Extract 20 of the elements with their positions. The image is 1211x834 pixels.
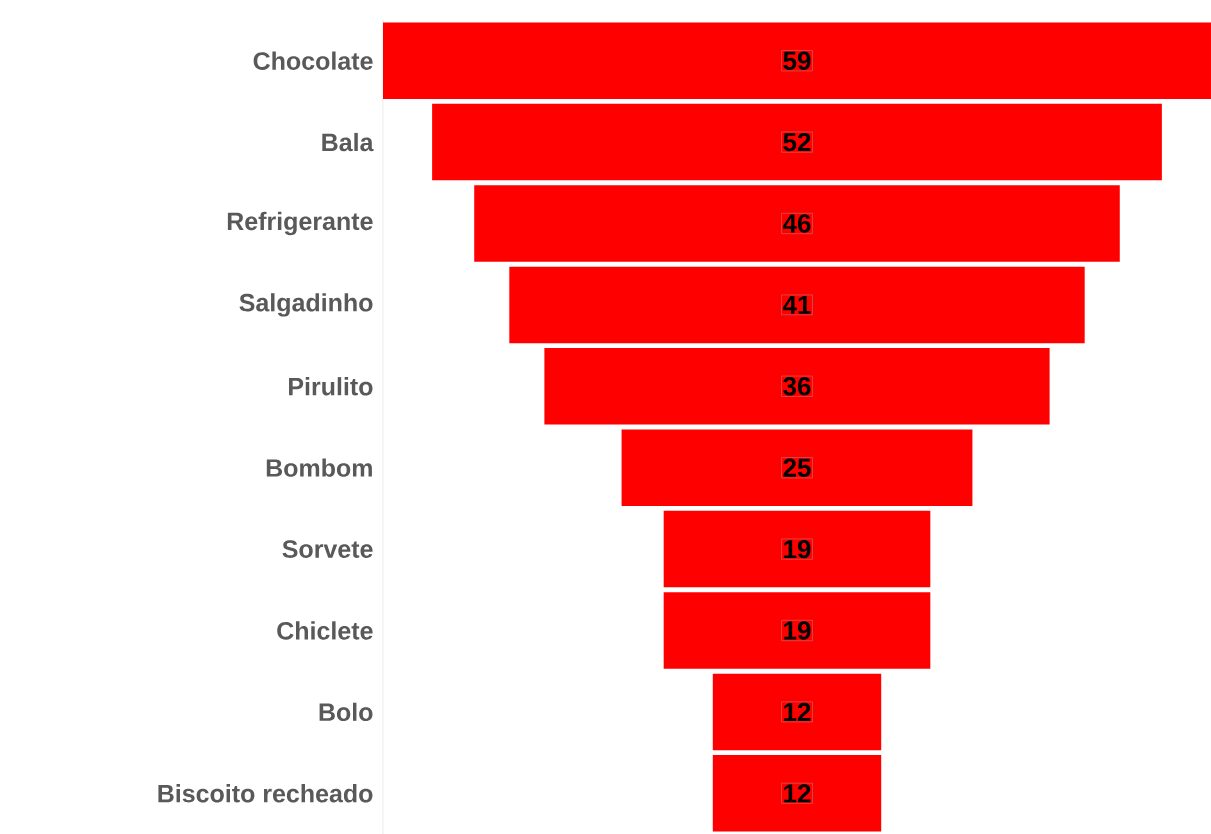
data-label: 52 (783, 132, 811, 152)
data-label: 19 (784, 539, 811, 559)
data-label: 19 (784, 621, 811, 640)
data-label: 36 (783, 377, 811, 396)
data-label: 12 (784, 784, 811, 803)
data-label: 41 (782, 295, 811, 314)
category-label: Bala (322, 132, 374, 152)
category-label: Biscoito recheado (158, 784, 373, 803)
category-label: Chocolate (253, 51, 373, 70)
category-label: Bombom (266, 458, 372, 477)
data-label: 59 (783, 51, 811, 70)
data-label: 25 (783, 458, 811, 477)
category-label: Chiclete (277, 621, 373, 640)
category-label: Sorvete (282, 540, 373, 558)
category-label: Bolo (319, 702, 373, 722)
category-label: Salgadinho (239, 293, 373, 317)
data-label: 46 (782, 214, 811, 233)
category-label: Pirulito (289, 377, 373, 396)
data-label: 12 (784, 702, 811, 721)
category-label: Refrigerante (227, 211, 373, 236)
